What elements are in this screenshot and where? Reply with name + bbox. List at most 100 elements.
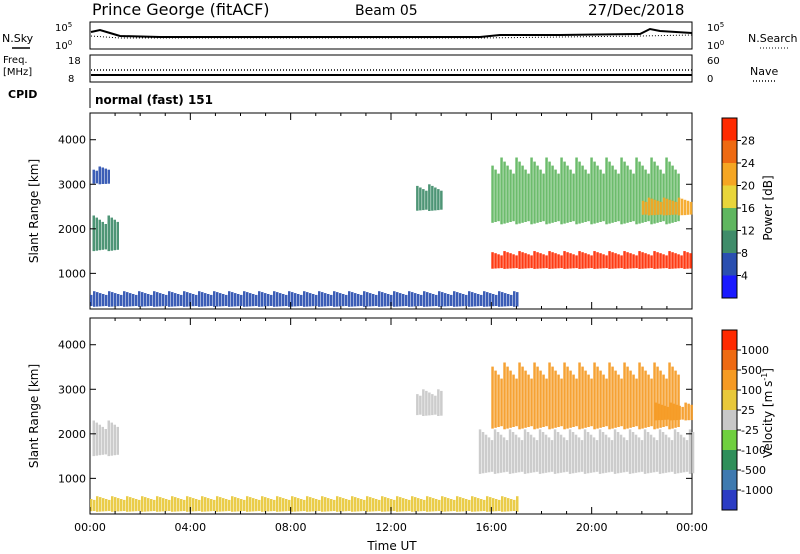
vel-data-cell — [631, 432, 635, 474]
power-data-cell — [228, 291, 231, 307]
vel-data-cell — [222, 498, 225, 512]
vel-data-cell — [399, 497, 402, 512]
power-data-cell — [659, 169, 662, 222]
power-data-cell — [210, 294, 213, 306]
vel-data-cell — [478, 429, 482, 474]
power-data-cell — [465, 294, 468, 306]
vel-data-cell — [527, 374, 530, 427]
vel-data-cell — [300, 499, 303, 512]
power-data-cell — [372, 294, 375, 307]
power-data-cell — [596, 165, 599, 223]
power-cbar-tick-label: 8 — [741, 247, 748, 260]
power-x-axis — [89, 113, 693, 309]
vel-data-cell — [668, 362, 671, 430]
power-data-cell — [129, 293, 132, 307]
power-data-cell — [566, 165, 569, 223]
vel-data-cell — [210, 499, 213, 512]
vel-data-cell — [605, 378, 608, 427]
power-data-cell — [620, 255, 623, 269]
power-data-cell — [240, 294, 243, 306]
vel-data-cell — [255, 499, 258, 512]
power-data-cell — [249, 293, 252, 307]
power-data-cell — [107, 215, 110, 252]
power-data-cell — [593, 251, 596, 269]
vel-data-cell — [613, 429, 617, 474]
power-data-cell — [114, 293, 117, 307]
power-cbar-tick-label: 4 — [741, 270, 748, 283]
power-data-cell — [273, 291, 276, 307]
vel-data-cell — [589, 434, 593, 473]
power-data-cell — [587, 173, 590, 222]
power-data-cell — [578, 161, 581, 224]
vel-data-cell — [677, 374, 680, 427]
power-data-cell — [264, 293, 267, 307]
power-data-cell — [626, 165, 629, 223]
vel-data-cell — [681, 406, 684, 420]
vel-data-cell — [98, 424, 101, 456]
power-data-cell — [411, 292, 414, 307]
vel-data-cell — [559, 434, 563, 473]
power-data-cell — [590, 255, 593, 269]
velocity-heatmap — [90, 362, 695, 512]
power-data-cell — [611, 165, 614, 223]
vel-data-cell — [566, 366, 569, 429]
vel-data-cell — [393, 499, 396, 511]
power-panel: 4000 3000 2000 1000 Slant Range [km] — [27, 112, 693, 310]
vel-data-cell — [279, 497, 282, 512]
vel-data-cell — [548, 362, 551, 430]
power-data-cell — [357, 294, 360, 307]
power-data-cell — [500, 157, 503, 225]
vel-data-cell — [219, 497, 222, 512]
power-data-cell — [551, 252, 554, 269]
vel-data-cell — [183, 499, 186, 511]
power-ytick-label: 2000 — [58, 223, 86, 236]
vel-data-cell — [509, 370, 512, 428]
power-data-cell — [405, 294, 408, 306]
power-data-cell — [533, 161, 536, 224]
power-data-cell — [491, 252, 494, 269]
vel-data-cell — [330, 499, 333, 512]
vel-data-cell — [267, 498, 270, 512]
power-data-cell — [420, 294, 423, 306]
power-data-cell — [494, 169, 497, 222]
vel-data-cell — [375, 499, 378, 512]
power-data-cell — [563, 161, 566, 224]
vel-data-cell — [104, 429, 107, 455]
vel-data-cell — [264, 497, 267, 512]
nsky-panel — [89, 21, 693, 50]
power-data-cell — [222, 294, 225, 307]
power-data-cell — [384, 293, 387, 307]
power-data-cell — [665, 198, 669, 216]
power-data-cell — [92, 169, 95, 184]
vel-data-cell — [481, 432, 485, 474]
vel-data-cell — [291, 496, 294, 512]
vel-cbar-tick-label: 1000 — [741, 344, 769, 357]
vel-data-cell — [661, 432, 665, 474]
power-data-cell — [438, 291, 441, 307]
vel-data-cell — [276, 496, 279, 512]
power-data-cell — [468, 291, 471, 307]
power-data-cell — [321, 292, 324, 307]
power-data-cell — [569, 169, 572, 222]
power-data-cell — [506, 165, 509, 223]
vel-data-cell — [498, 499, 501, 511]
nsky-label: N.Sky — [2, 32, 34, 45]
vel-data-cell — [511, 432, 515, 474]
vel-data-cell — [619, 434, 623, 473]
vel-data-cell — [682, 437, 686, 473]
power-data-cell — [629, 253, 632, 269]
vel-data-cell — [456, 496, 459, 512]
vel-data-cell — [243, 499, 246, 511]
power-data-cell — [156, 292, 159, 307]
vel-data-cell — [542, 374, 545, 427]
vel-ytick-label: 4000 — [58, 339, 86, 352]
vel-data-cell — [518, 362, 521, 430]
vel-data-cell — [665, 378, 668, 427]
vel-data-cell — [490, 440, 494, 472]
vel-data-cell — [553, 429, 557, 474]
power-data-cell — [662, 254, 665, 269]
power-data-cell — [554, 253, 557, 269]
vel-data-cell — [655, 440, 659, 472]
power-data-cell — [494, 253, 497, 269]
vel-data-cell — [477, 498, 480, 512]
